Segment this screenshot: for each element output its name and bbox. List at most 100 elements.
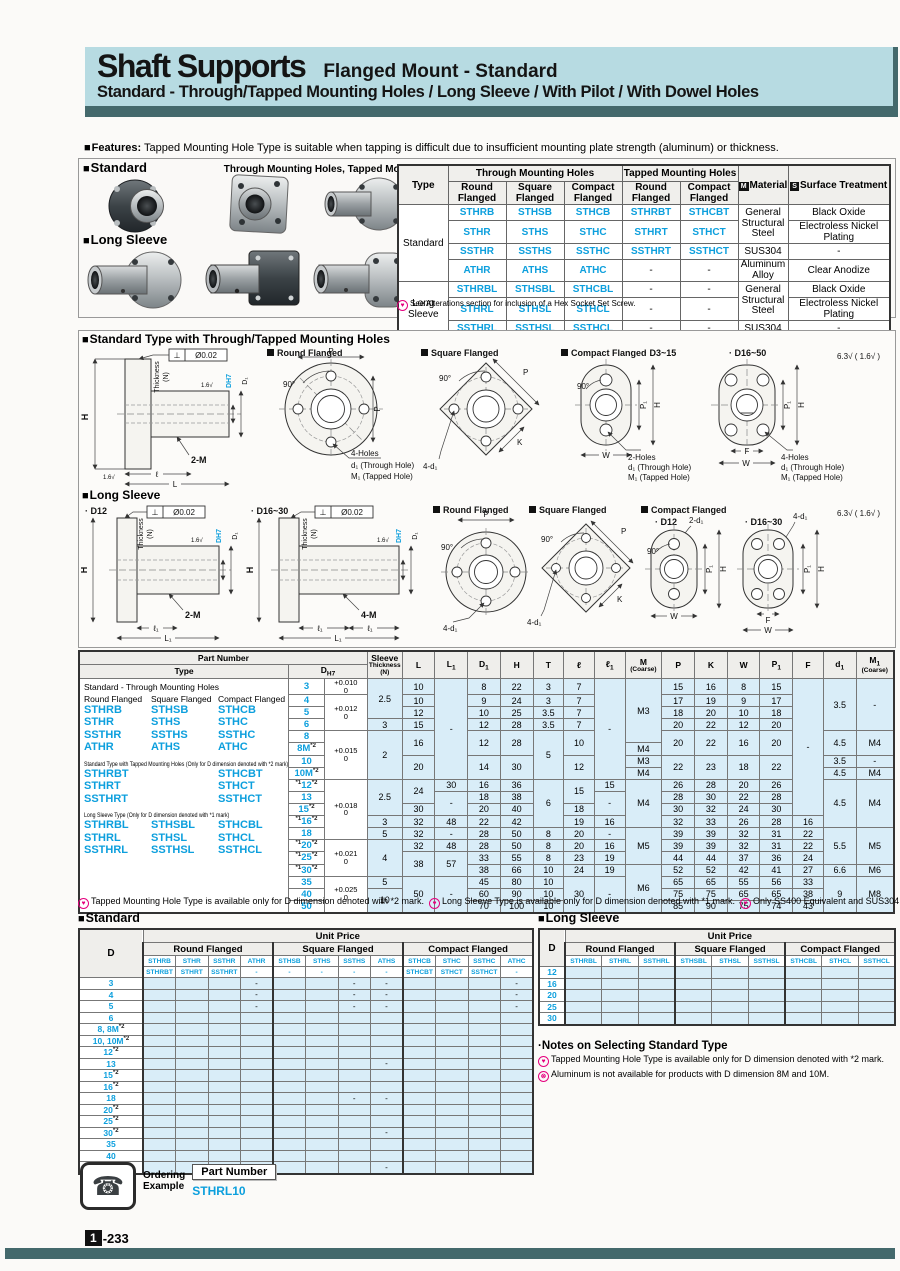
square-bullet-icon: ■	[538, 913, 545, 925]
long-sleeve-price-title: ■Long Sleeve	[538, 911, 620, 925]
table-cell: 6	[288, 718, 325, 732]
header-cell: ATHR	[240, 955, 274, 967]
table-cell: 20	[694, 706, 728, 720]
table-cell: 32	[401, 827, 436, 841]
table-cell: 16	[593, 815, 626, 829]
price-cell	[821, 1000, 859, 1013]
price-cell	[467, 1115, 501, 1128]
price-cell	[240, 1011, 274, 1024]
table-cell: 5.5	[822, 827, 857, 865]
table-cell: 22	[792, 839, 824, 853]
table-cell: 3	[532, 694, 565, 708]
header-cell: STHCBT	[402, 966, 436, 978]
header-cell: STHCT	[435, 966, 469, 978]
price-cell	[272, 1126, 306, 1139]
header-cell: STHCBL	[784, 955, 823, 967]
price-cell	[467, 1023, 501, 1036]
table-cell: 16	[401, 730, 436, 756]
header-cell: SSTHRT	[207, 966, 241, 978]
table-cell: 57	[434, 851, 469, 877]
price-cell	[207, 1034, 241, 1047]
table-cell: 24	[792, 851, 824, 865]
part-number: SSTHCT	[218, 792, 262, 805]
dim-label: L₁	[334, 634, 341, 643]
price-cell	[435, 1161, 469, 1174]
price-cell: -	[337, 1000, 371, 1013]
table-cell: SSTHR	[447, 243, 507, 260]
size-range-label: · D3~15	[644, 348, 676, 358]
table-cell: 75	[661, 887, 696, 901]
header-cell: -	[500, 966, 534, 978]
dim-label: ℓ₁	[152, 624, 159, 633]
table-cell: STHSB	[505, 204, 565, 221]
table-cell: 36	[499, 778, 534, 792]
dim-label: P	[621, 527, 626, 536]
angle-label: 90°	[577, 382, 589, 391]
clover-note-icon: ♥	[397, 300, 408, 311]
header-cell: Square Flanged	[505, 181, 565, 205]
part-number: STHCB	[218, 703, 256, 716]
price-cell: -	[500, 977, 534, 990]
table-cell: 65	[759, 887, 794, 901]
price-cell	[175, 977, 209, 990]
table-cell: 10	[467, 706, 501, 720]
table-cell: 30	[538, 1012, 566, 1025]
table-cell: 25*2	[78, 1115, 144, 1128]
price-cell	[784, 1000, 823, 1013]
price-cell: -	[337, 1092, 371, 1105]
sleeve-od-label: D₁	[232, 532, 239, 540]
table-cell: 43	[792, 899, 824, 914]
surface-finish-small: 1.6√	[377, 537, 389, 544]
dim-label: L₁	[164, 634, 171, 643]
table-cell: 65	[661, 875, 696, 889]
price-cell	[858, 989, 896, 1002]
header-cell: ATHS	[370, 955, 404, 967]
header-cell: Sleeve Thickness (N)	[366, 650, 403, 679]
table-cell: 20	[467, 802, 501, 817]
table-cell: 20	[759, 718, 794, 732]
table-cell: 8, 8M*2	[78, 1023, 144, 1036]
table-cell: 28	[467, 827, 501, 841]
table-cell: -	[855, 677, 895, 732]
price-cell	[601, 989, 639, 1002]
price-cell	[370, 1103, 404, 1116]
photo-round-tapped-standard	[324, 177, 406, 231]
price-cell	[711, 1000, 749, 1013]
header-cell: SSTHS	[337, 955, 371, 967]
drawings-box: ■Standard Type with Through/Tapped Mount…	[78, 330, 896, 648]
table-cell: 38	[792, 887, 824, 901]
dim-label: W	[742, 459, 750, 468]
price-cell	[142, 1126, 176, 1139]
photo-round-long-sleeve	[87, 251, 182, 309]
table-cell: 33	[694, 815, 728, 829]
price-cell	[402, 1138, 436, 1151]
header-cell: STHC	[435, 955, 469, 967]
header-cell: DH7	[288, 664, 368, 679]
table-cell: 13	[288, 790, 325, 804]
part-number: STHRBT	[84, 767, 129, 780]
table-cell: 12*2	[78, 1046, 144, 1059]
table-cell: 10M*2	[288, 766, 325, 780]
price-cell	[435, 1069, 469, 1082]
table-cell: 22	[759, 754, 794, 780]
table-cell: +0.025 0	[323, 875, 368, 914]
table-cell: 38	[499, 790, 534, 804]
price-cell	[467, 1034, 501, 1047]
header-cell: D	[78, 928, 144, 978]
header-cell: W	[726, 650, 761, 679]
price-cell	[337, 1080, 371, 1093]
tapped-hole-label: M₁ (Tapped Hole)	[781, 473, 843, 482]
header-cell: -	[272, 966, 306, 978]
dim-label: P₁	[639, 401, 648, 409]
type-group-title: Long Sleeve Type (Only for D dimension d…	[84, 812, 230, 820]
price-cell	[467, 1126, 501, 1139]
price-cell	[467, 1011, 501, 1024]
table-cell: 16*2	[78, 1080, 144, 1093]
table-cell: 22	[792, 827, 824, 841]
table-cell: -	[593, 790, 626, 817]
price-cell	[402, 1034, 436, 1047]
table-cell: M4	[624, 778, 663, 829]
table-cell: -	[593, 677, 626, 780]
table-cell: 48	[434, 839, 469, 853]
part-number: STHRB	[84, 703, 122, 716]
